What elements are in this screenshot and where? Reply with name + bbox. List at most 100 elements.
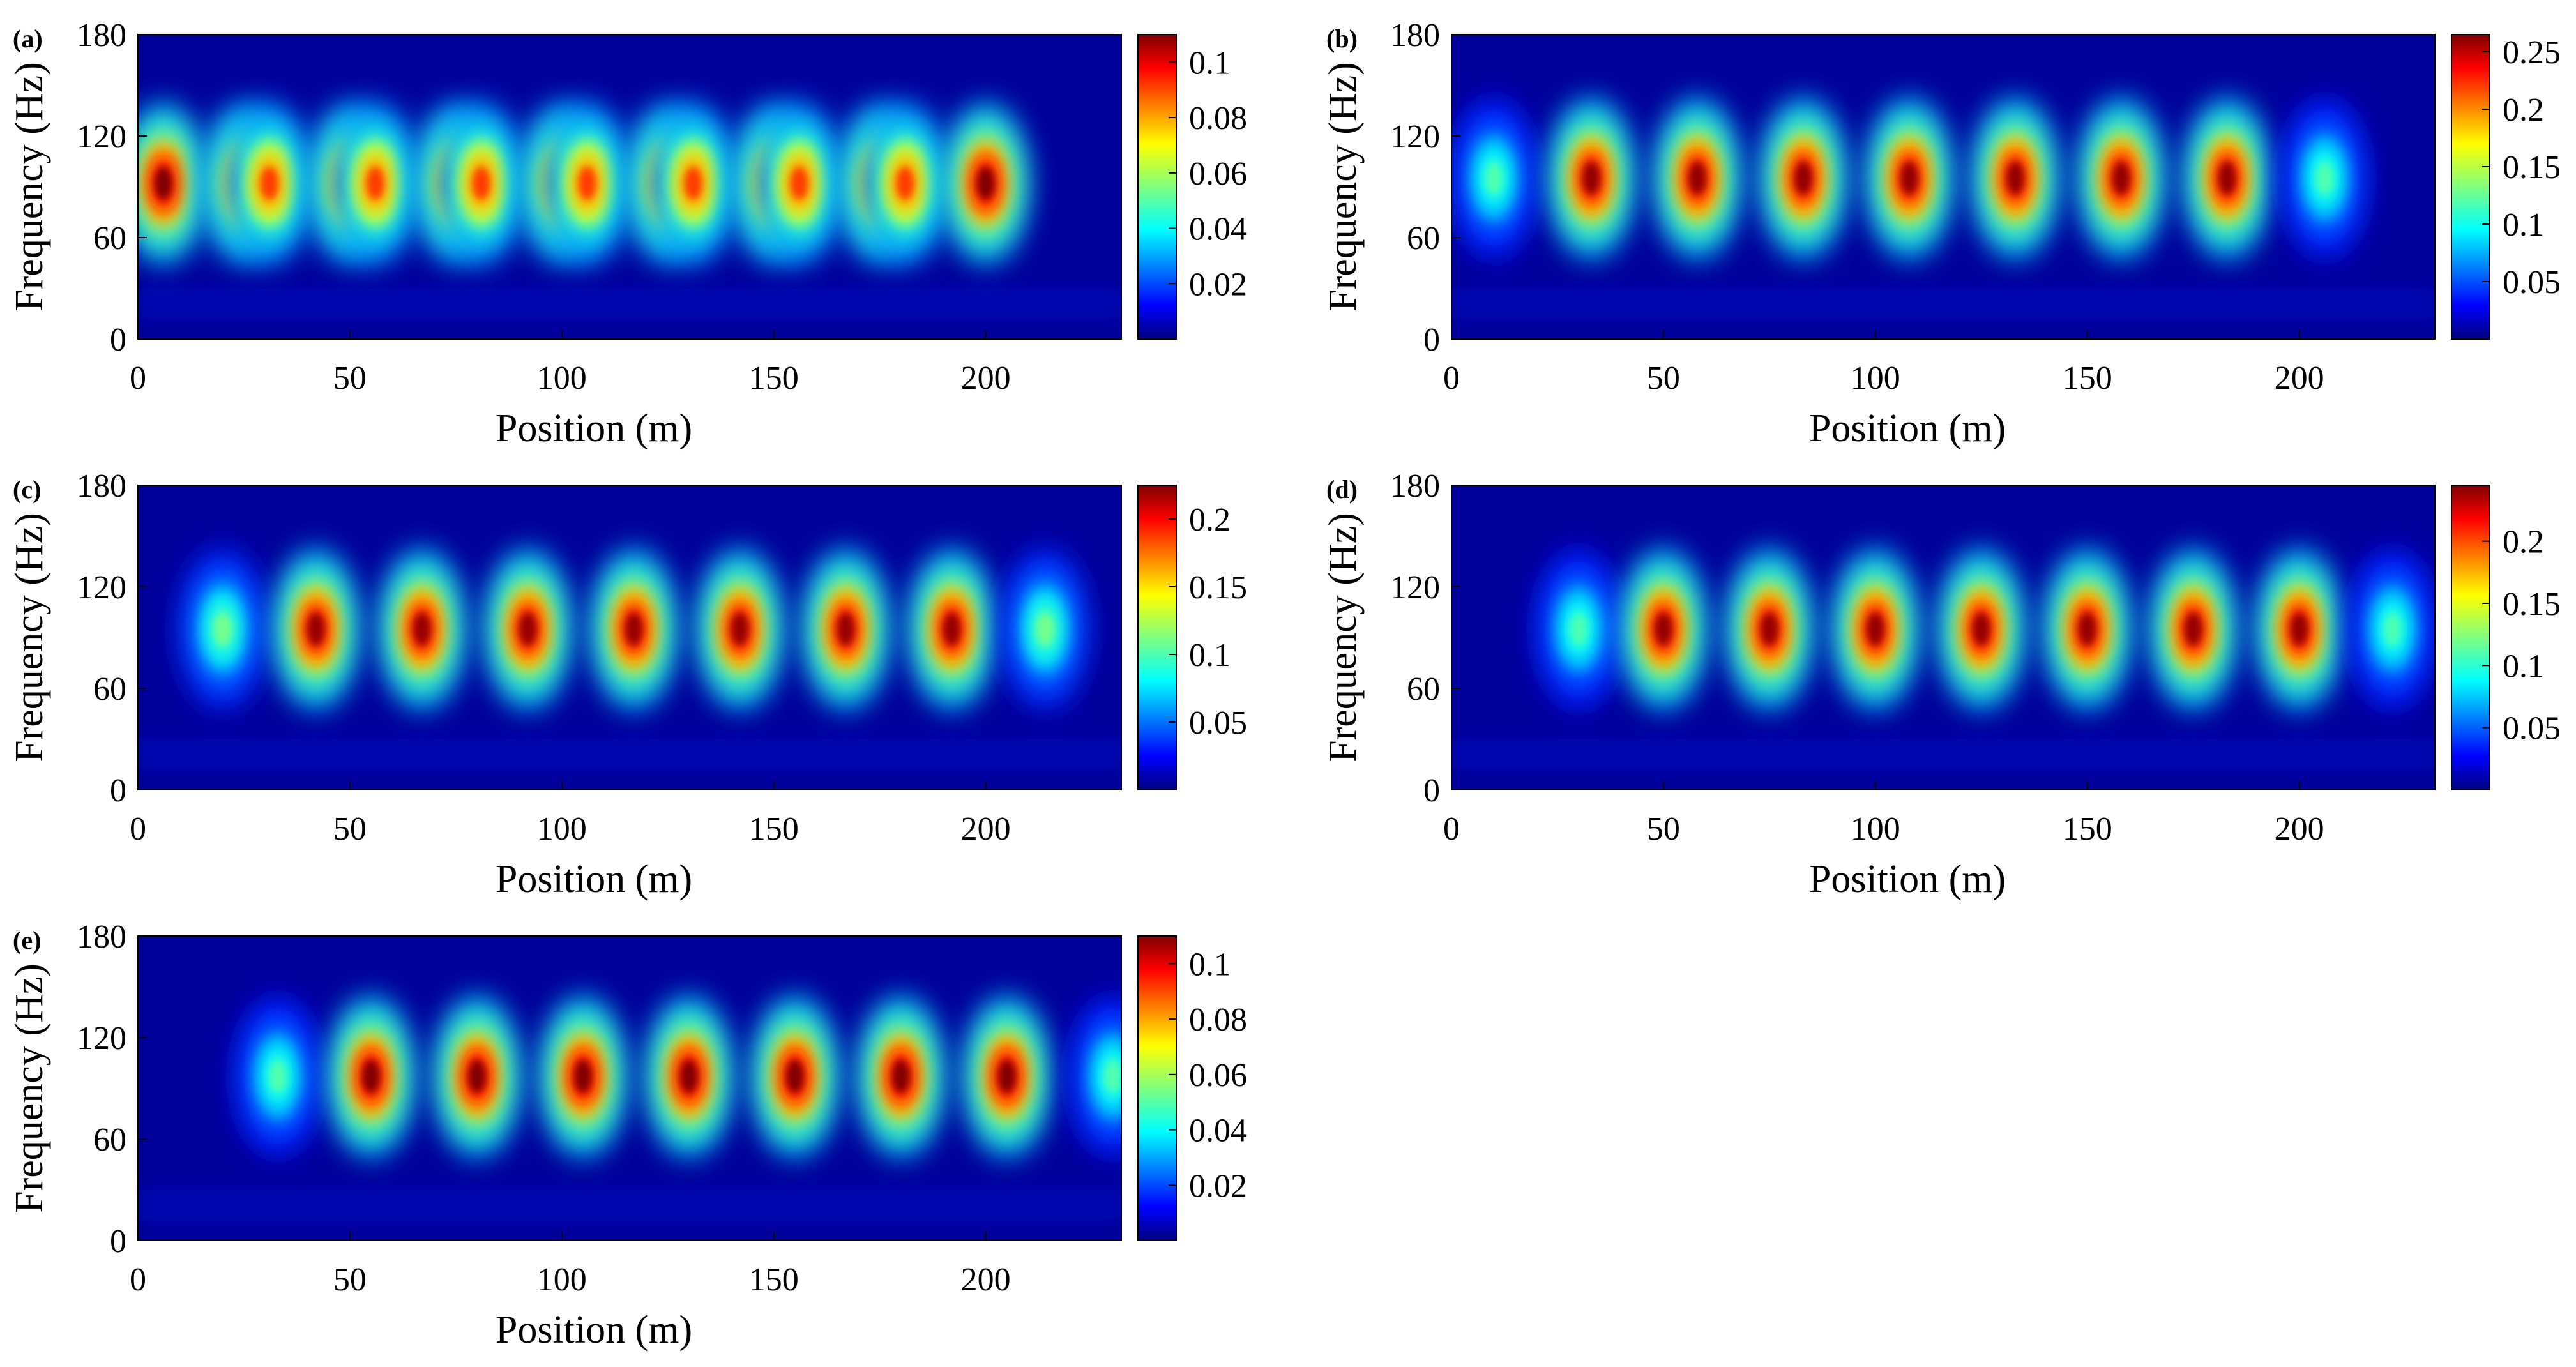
- hotspot: [138, 103, 206, 264]
- colorbar-tick-label: 0.02: [1189, 266, 1247, 303]
- x-tick-label: 0: [130, 1262, 146, 1298]
- hotspot-layer: [362, 1060, 380, 1093]
- plot-frame: [137, 935, 1122, 1241]
- hotspot-layer: [2112, 162, 2130, 195]
- x-tick-label: 150: [2063, 811, 2112, 847]
- hotspot-layer: [519, 612, 537, 646]
- hotspot: [909, 548, 995, 709]
- panel-b: 0 50 100 150 200 0 60 120 180 Position (m) Frequen…: [1321, 17, 2561, 450]
- hotspot: [328, 996, 414, 1157]
- heatmap-field: [1451, 98, 2435, 319]
- colorbar-tick-label: 0.25: [2503, 34, 2561, 71]
- hotspot: [2184, 98, 2270, 259]
- hotspot-layer: [892, 1060, 910, 1093]
- x-axis-label: Position (m): [496, 407, 692, 450]
- colorbar-tick-label: 0.1: [2503, 648, 2544, 684]
- x-tick-label: 200: [961, 360, 1011, 397]
- low-frequency-band: [138, 288, 1121, 319]
- hotspot-layer: [213, 612, 232, 646]
- hotspot: [2282, 98, 2368, 259]
- hotspot: [1727, 548, 1812, 709]
- panel-d: 0 50 100 150 200 0 60 120 180 Position (m) Frequen…: [1321, 468, 2561, 901]
- hotspot-layer: [786, 1060, 804, 1093]
- hotspot-layer: [790, 167, 808, 200]
- x-tick-label: 50: [333, 1262, 367, 1298]
- y-axis-label: Frequency (Hz): [8, 62, 51, 312]
- hotspot-layer: [1972, 612, 1990, 646]
- colorbar-tick-label: 0.1: [2503, 207, 2544, 243]
- x-tick-label: 100: [537, 811, 587, 847]
- hotspot-layer: [468, 1060, 486, 1093]
- hotspot: [438, 103, 524, 264]
- colorbar-scale: [2451, 34, 2490, 340]
- colorbar-tick-label: 0.1: [1189, 45, 1231, 81]
- hotspot-layer: [625, 612, 643, 646]
- hotspot-layer: [1794, 162, 1812, 195]
- hotspot: [235, 996, 321, 1157]
- y-tick-label: 180: [77, 468, 126, 504]
- y-axis-label: Frequency (Hz): [8, 963, 51, 1213]
- colorbar-scale: [1137, 34, 1177, 340]
- x-axis-label: Position (m): [1809, 857, 2006, 901]
- x-tick-label: 100: [1851, 360, 1900, 397]
- colorbar-tick-label: 0.04: [1189, 211, 1247, 248]
- colorbar: 0.05 0.1 0.15 0.2: [2451, 485, 2561, 790]
- hotspot: [858, 996, 944, 1157]
- hotspot: [1549, 98, 1634, 259]
- colorbar: 0.05 0.1 0.15 0.2: [1137, 485, 1247, 790]
- hotspot-layer: [2290, 612, 2308, 646]
- hotspot: [1973, 98, 2058, 259]
- y-axis-label: Frequency (Hz): [1321, 513, 1365, 762]
- hotspot: [434, 996, 520, 1157]
- x-tick-label: 150: [749, 1262, 799, 1298]
- hotspot: [646, 996, 732, 1157]
- hotspot-layer: [976, 167, 995, 200]
- colorbar-scale: [1137, 935, 1177, 1241]
- panel-label: (e): [13, 926, 41, 955]
- hotspot: [964, 996, 1050, 1157]
- colorbar-tick-label: 0.2: [2503, 524, 2544, 561]
- x-tick-label: 200: [961, 1262, 1011, 1298]
- low-frequency-band: [138, 1190, 1121, 1221]
- x-tick-label: 0: [130, 360, 146, 397]
- x-tick-label: 150: [749, 360, 799, 397]
- hotspot-layer: [1655, 612, 1672, 646]
- colorbar-tick-label: 0.05: [2503, 264, 2561, 301]
- x-axis-label: Position (m): [496, 1308, 692, 1352]
- y-tick-label: 180: [77, 17, 126, 54]
- y-tick-label: 120: [77, 119, 126, 155]
- hotspot: [650, 103, 736, 264]
- hotspot: [1451, 98, 1537, 259]
- panel-label: (a): [13, 24, 43, 53]
- hotspot-layer: [684, 167, 702, 200]
- hotspot-layer: [2184, 612, 2202, 646]
- y-axis-label: Frequency (Hz): [8, 513, 51, 762]
- hotspot: [756, 103, 842, 264]
- hotspot-layer: [731, 612, 749, 646]
- hotspot-layer: [1900, 162, 1918, 195]
- heatmap-field: [138, 548, 1121, 770]
- plot-frame: [137, 34, 1122, 340]
- y-tick-label: 60: [93, 1122, 126, 1158]
- plot-frame: [137, 485, 1122, 790]
- hotspot: [862, 103, 948, 264]
- hotspot: [697, 548, 783, 709]
- hotspot-layer: [578, 167, 596, 200]
- panel-label: (b): [1326, 24, 1358, 53]
- hotspot-layer: [2383, 612, 2402, 646]
- colorbar-tick-label: 0.08: [1189, 100, 1247, 137]
- y-tick-label: 60: [1407, 220, 1440, 257]
- hotspot: [1655, 98, 1740, 259]
- hotspot: [752, 996, 838, 1157]
- colorbar-tick-label: 0.02: [1189, 1168, 1247, 1204]
- y-tick-label: 0: [1423, 322, 1440, 358]
- hotspot: [379, 548, 465, 709]
- y-tick-label: 120: [77, 570, 126, 606]
- colorbar-tick-label: 0.06: [1189, 156, 1247, 192]
- x-tick-label: 150: [2063, 360, 2112, 397]
- y-tick-label: 180: [1390, 17, 1440, 54]
- low-frequency-band: [138, 739, 1121, 770]
- hotspot: [1621, 548, 1706, 709]
- hotspot-layer: [413, 612, 431, 646]
